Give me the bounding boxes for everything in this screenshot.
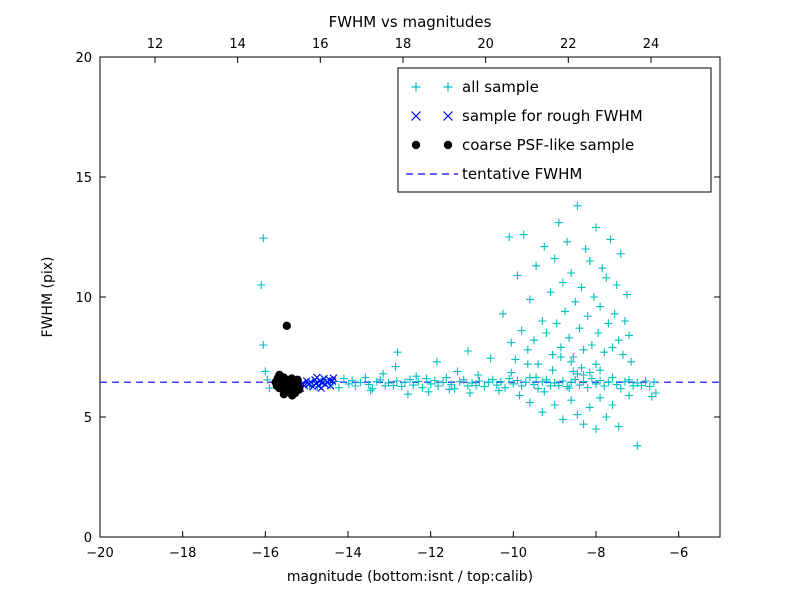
- legend-label: coarse PSF-like sample: [462, 136, 634, 154]
- x-tick-label: −20: [86, 546, 113, 561]
- x-tick-label: −12: [417, 546, 444, 561]
- legend-label: sample for rough FWHM: [462, 107, 643, 125]
- legend: all sample sample for rough FWHM coarse PS…: [397, 67, 712, 193]
- x-tick-label: −18: [169, 546, 196, 561]
- x-tick-label: −6: [669, 546, 688, 561]
- top-tick-label: 20: [477, 37, 494, 52]
- plot-data: [100, 201, 720, 450]
- legend-dot-icon: [443, 140, 453, 150]
- legend-box: [397, 67, 712, 193]
- y-tick-label: 0: [84, 531, 92, 546]
- legend-plus-icon: [411, 82, 453, 92]
- top-tick-label: 12: [147, 37, 164, 52]
- legend-dot-icon: [411, 140, 421, 150]
- x-tick-label: −10: [500, 546, 527, 561]
- series-all-sample: [257, 201, 660, 450]
- axes: −20 −18 −16 −14 −12 −10 −8 −6 12 14 16 18 20 22 24 0 5 10…: [75, 37, 721, 561]
- y-tick-label: 10: [75, 291, 92, 306]
- y-tick-label: 15: [75, 171, 92, 186]
- plot-title: FWHM vs magnitudes: [329, 13, 492, 31]
- series-coarse-psf-sample: [271, 321, 304, 400]
- legend-label: tentative FWHM: [462, 165, 582, 183]
- top-tick-label: 22: [560, 37, 577, 52]
- x-tick-label: −8: [586, 546, 605, 561]
- top-tick-label: 24: [643, 37, 660, 52]
- x-axis-label: magnitude (bottom:isnt / top:calib): [287, 569, 533, 585]
- y-axis-label: FWHM (pix): [40, 257, 56, 338]
- y-tick-label: 5: [84, 411, 92, 426]
- top-tick-label: 14: [229, 37, 246, 52]
- x-tick-label: −16: [252, 546, 279, 561]
- x-tick-label: −14: [334, 546, 361, 561]
- top-tick-label: 16: [312, 37, 329, 52]
- y-tick-label: 20: [75, 51, 92, 66]
- legend-label: all sample: [462, 78, 539, 96]
- legend-x-icon: [411, 111, 453, 121]
- top-tick-label: 18: [395, 37, 412, 52]
